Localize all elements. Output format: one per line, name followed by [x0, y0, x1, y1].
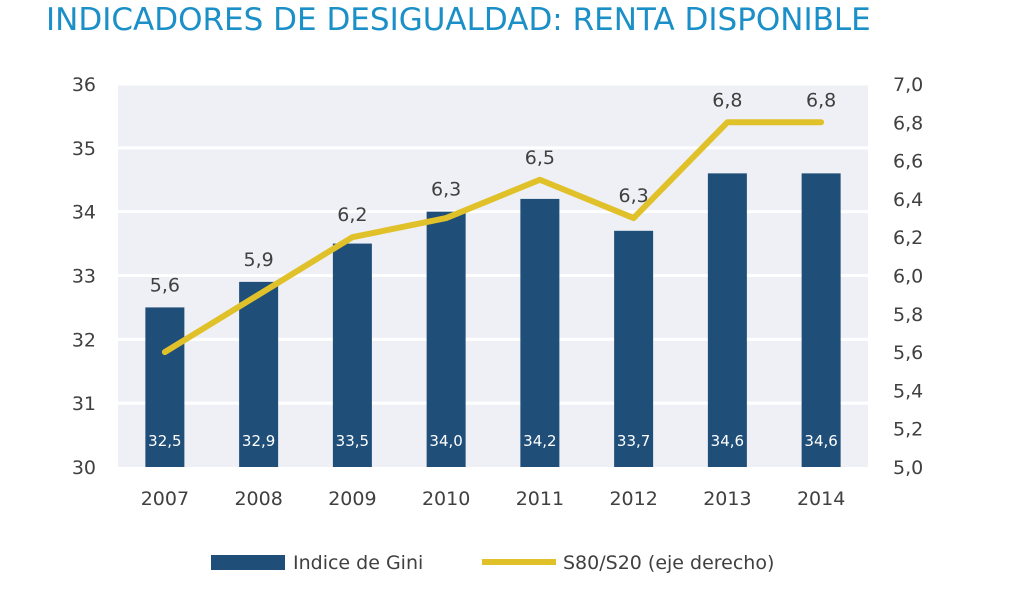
- s80-line-labels: 5,6 5,9 6,2 6,3 6,5 6,3 6,8 6,8: [150, 89, 836, 296]
- s80-label-2010: 6,3: [431, 179, 461, 201]
- y-right-tick: 6,0: [893, 266, 923, 288]
- y-left-tick: 32: [72, 329, 96, 351]
- x-tick-2011: 2011: [516, 488, 564, 510]
- x-tick-2008: 2008: [234, 488, 282, 510]
- x-tick-2007: 2007: [141, 488, 189, 510]
- y-left-tick: 35: [72, 138, 96, 160]
- x-tick-2012: 2012: [609, 488, 657, 510]
- s80-label-2012: 6,3: [619, 185, 649, 207]
- s80-label-2011: 6,5: [525, 147, 555, 169]
- bar-label-2009: 33,5: [336, 432, 369, 450]
- y-right-tick: 7,0: [893, 74, 923, 96]
- s80-polyline: [161, 119, 825, 356]
- y-left-tick: 34: [72, 202, 96, 224]
- y-left-tick: 30: [72, 457, 96, 479]
- s80-label-2013: 6,8: [712, 89, 742, 111]
- y-right-tick: 5,0: [893, 457, 923, 479]
- y-right-tick: 5,4: [893, 380, 923, 402]
- legend: Indice de Gini S80/S20 (eje derecho): [211, 552, 774, 574]
- x-axis: 2007 2008 2009 2010 2011 2012 2013 2014: [141, 488, 846, 510]
- y-right-tick: 6,8: [893, 112, 923, 134]
- bar-2013: [707, 173, 747, 467]
- x-tick-2010: 2010: [422, 488, 470, 510]
- bar-2011: [520, 198, 560, 467]
- bar-label-2007: 32,5: [148, 432, 181, 450]
- s80-label-2009: 6,2: [337, 204, 367, 226]
- y-right-tick: 5,6: [893, 342, 923, 364]
- s80-label-2014: 6,8: [806, 89, 836, 111]
- y-left-tick: 36: [72, 74, 96, 96]
- bar-2012: [614, 230, 654, 467]
- bar-2010: [426, 211, 466, 467]
- bar-2008: [239, 281, 279, 467]
- y-left-tick: 33: [72, 266, 96, 288]
- bar-label-2010: 34,0: [429, 432, 462, 450]
- y-right-tick: 6,6: [893, 151, 923, 173]
- bar-2014: [801, 173, 841, 467]
- legend-label-s80: S80/S20 (eje derecho): [563, 552, 774, 574]
- chart-title: INDICADORES DE DESIGUALDAD: RENTA DISPON…: [46, 2, 871, 38]
- y-axis-right: 5,0 5,2 5,4 5,6 5,8 6,0 6,2 6,4 6,6 6,8 7,0: [893, 74, 923, 479]
- legend-label-gini: Indice de Gini: [293, 552, 423, 574]
- x-tick-2014: 2014: [797, 488, 845, 510]
- bar-label-2013: 34,6: [711, 432, 744, 450]
- s80-label-2007: 5,6: [150, 274, 180, 296]
- gini-bar-labels: 32,5 32,9 33,5 34,0 34,2 33,7 34,6 34,6: [148, 432, 838, 450]
- bar-2009: [332, 243, 372, 467]
- legend-swatch-gini: [211, 555, 285, 570]
- y-right-tick: 6,2: [893, 227, 923, 249]
- y-axis-left: 30 31 32 33 34 35 36: [72, 74, 96, 479]
- y-right-tick: 6,4: [893, 189, 923, 211]
- bar-label-2011: 34,2: [523, 432, 556, 450]
- y-right-tick: 5,8: [893, 304, 923, 326]
- gini-bars: [145, 173, 841, 467]
- bar-label-2014: 34,6: [804, 432, 837, 450]
- bar-2007: [145, 307, 185, 467]
- bar-label-2008: 32,9: [242, 432, 275, 450]
- y-left-tick: 31: [72, 393, 96, 415]
- bar-label-2012: 33,7: [617, 432, 650, 450]
- s80-line: [161, 119, 825, 356]
- x-tick-2013: 2013: [703, 488, 751, 510]
- x-tick-2009: 2009: [328, 488, 376, 510]
- y-right-tick: 5,2: [893, 419, 923, 441]
- s80-label-2008: 5,9: [244, 249, 274, 271]
